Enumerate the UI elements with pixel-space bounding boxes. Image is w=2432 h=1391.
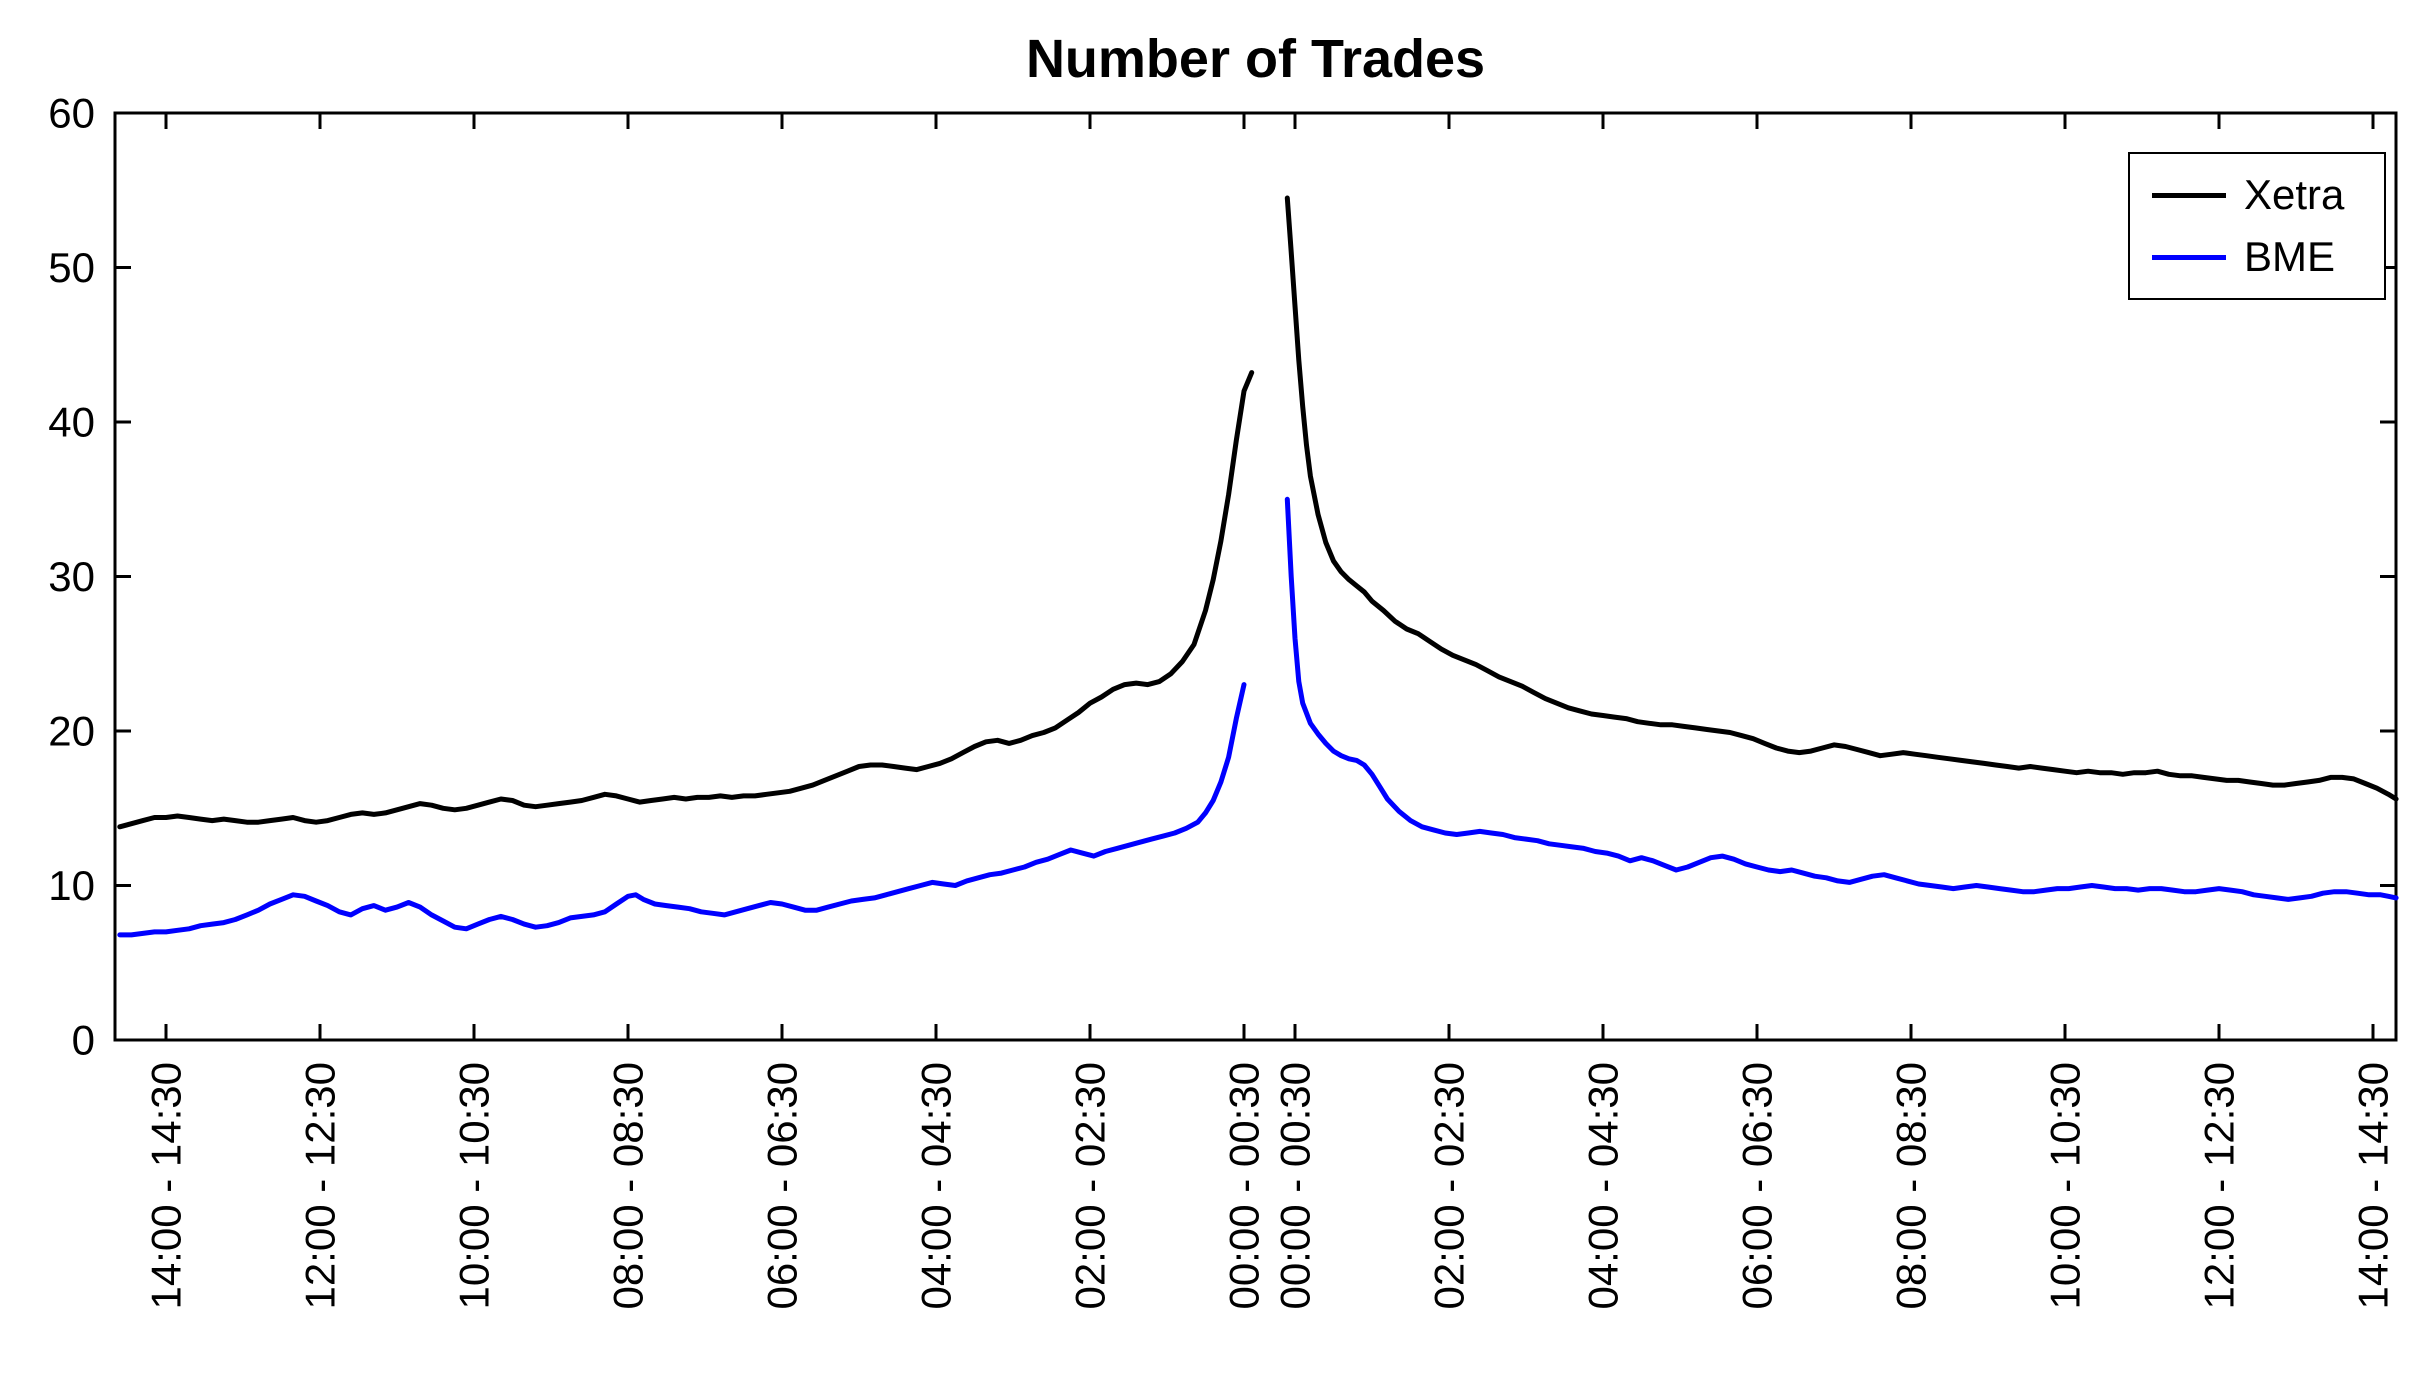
y-tick-label: 30 xyxy=(48,553,95,600)
axes-box xyxy=(113,111,2398,1042)
x-tick-label: 12:00 - 12:30 xyxy=(297,1062,344,1310)
y-tick-label: 40 xyxy=(48,399,95,446)
x-tick-label: 04:00 - 04:30 xyxy=(1580,1062,1627,1310)
x-tick-label: 02:00 - 02:30 xyxy=(1426,1062,1473,1310)
series-xetra-right xyxy=(1284,195,2399,802)
x-tick-label: 02:00 - 02:30 xyxy=(1067,1062,1114,1310)
x-tick-label: 04:00 - 04:30 xyxy=(913,1062,960,1310)
x-tick-label: 00:00 - 00:30 xyxy=(1221,1062,1268,1310)
y-tick-label: 50 xyxy=(48,244,95,291)
legend-label-xetra: Xetra xyxy=(2244,171,2345,218)
legend: Xetra BME xyxy=(2128,152,2386,300)
legend-line-sample-xetra xyxy=(2152,192,2226,198)
y-tick-label: 20 xyxy=(48,708,95,755)
x-tick-label: 14:00 - 14:30 xyxy=(143,1062,190,1310)
x-tick-label: 06:00 - 06:30 xyxy=(1734,1062,1781,1310)
series-bme-left xyxy=(117,682,1247,938)
y-tick-label: 60 xyxy=(48,90,95,137)
chart-title: Number of Trades xyxy=(1025,29,1486,89)
y-tick-label: 10 xyxy=(48,862,95,909)
legend-label-bme: BME xyxy=(2244,233,2336,280)
x-tick-label: 10:00 - 10:30 xyxy=(451,1062,498,1310)
x-tick-label: 00:00 - 00:30 xyxy=(1272,1062,1319,1310)
x-tick-label: 08:00 - 08:30 xyxy=(1888,1062,1935,1310)
legend-entry-xetra: Xetra xyxy=(2152,174,2384,216)
y-tick-label: 0 xyxy=(72,1017,95,1064)
x-tick-label: 12:00 - 12:30 xyxy=(2196,1062,2243,1310)
series-bme-right xyxy=(1284,496,2399,902)
x-tick-label: 06:00 - 06:30 xyxy=(759,1062,806,1310)
legend-entry-bme: BME xyxy=(2152,236,2384,278)
x-tick-label: 08:00 - 08:30 xyxy=(605,1062,652,1310)
series-xetra-left xyxy=(117,370,1255,830)
legend-line-sample-bme xyxy=(2152,254,2226,260)
x-tick-label: 10:00 - 10:30 xyxy=(2042,1062,2089,1310)
x-tick-label: 14:00 - 14:30 xyxy=(2350,1062,2397,1310)
